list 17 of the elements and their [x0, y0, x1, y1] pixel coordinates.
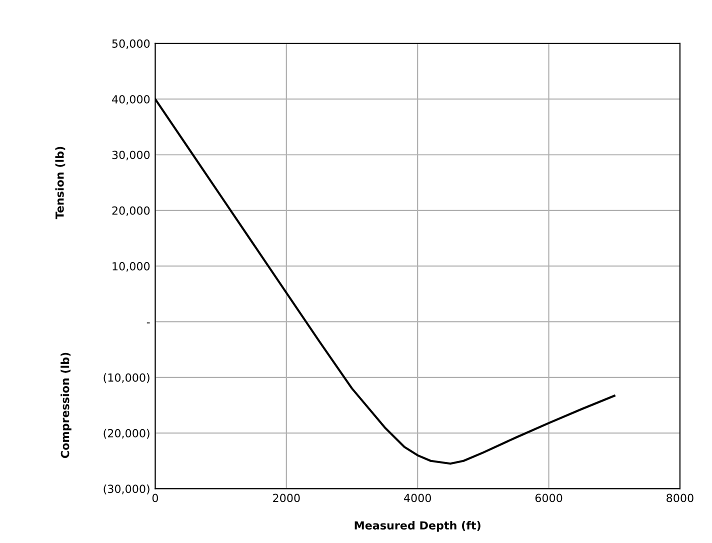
y-tick-label: 10,000 — [112, 262, 150, 272]
y-tick-label: (30,000) — [104, 484, 150, 494]
y-tick-label: 40,000 — [112, 95, 150, 105]
y-tick-label: 30,000 — [112, 150, 150, 160]
y-axis-title: Tension (lb) — [55, 146, 66, 220]
x-tick-label: 2000 — [273, 494, 300, 502]
x-tick-label: 0 — [152, 494, 158, 502]
y-tick-label: (20,000) — [104, 428, 150, 439]
y-tick-label: - — [146, 322, 150, 324]
y-tick-label: (10,000) — [104, 373, 150, 384]
x-tick-label: 6000 — [535, 494, 562, 502]
y-tick-label: 50,000 — [112, 39, 150, 49]
x-tick-label: 8000 — [666, 494, 694, 502]
text: Compression (lb) — [60, 352, 72, 458]
x-tick-label: 4000 — [404, 494, 431, 502]
y-tick-label: 20,000 — [112, 206, 150, 216]
x-axis-title: Measured Depth (ft) — [354, 520, 480, 532]
